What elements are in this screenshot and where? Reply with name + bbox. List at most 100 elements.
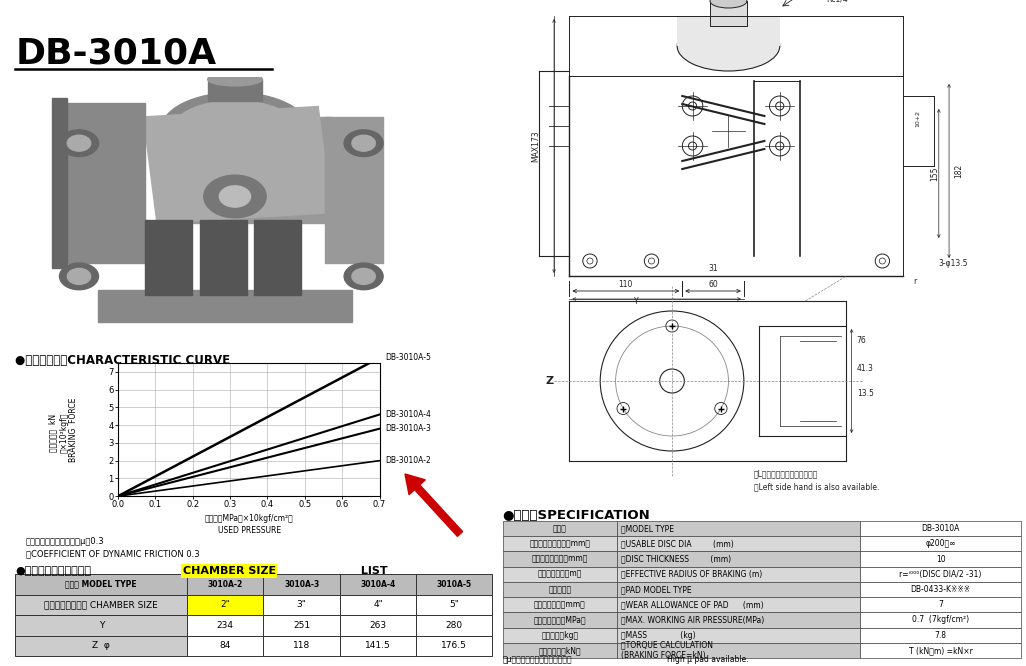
Text: ・EFFECTIVE RADIUS OF BRAKING (m): ・EFFECTIVE RADIUS OF BRAKING (m) <box>621 570 762 579</box>
Ellipse shape <box>161 93 309 167</box>
Bar <box>15 615 187 635</box>
Bar <box>860 627 1021 643</box>
Circle shape <box>68 268 90 284</box>
Text: 型　式 MODEL TYPE: 型 式 MODEL TYPE <box>66 580 137 589</box>
Bar <box>187 574 264 595</box>
Bar <box>417 615 492 635</box>
Bar <box>340 574 417 595</box>
Text: 高μパッドも準備しております。: 高μパッドも準備しております。 <box>503 655 573 664</box>
Text: φ200～∞: φ200～∞ <box>925 539 956 548</box>
Bar <box>617 612 860 627</box>
Text: r=ⁱ⁰⁰⁰(DISC DIA/2 -31): r=ⁱ⁰⁰⁰(DISC DIA/2 -31) <box>900 570 982 579</box>
Text: 3010A-4: 3010A-4 <box>360 580 396 589</box>
Bar <box>617 551 860 567</box>
Text: 176.5: 176.5 <box>441 641 467 650</box>
Text: DB-0433-K※※※: DB-0433-K※※※ <box>910 585 971 594</box>
Text: 3-φ13.5: 3-φ13.5 <box>939 259 969 268</box>
Bar <box>503 582 617 597</box>
Text: 84: 84 <box>220 641 231 650</box>
Ellipse shape <box>677 21 780 71</box>
Text: 3010A-5: 3010A-5 <box>437 580 472 589</box>
Text: DB-3010A-4: DB-3010A-4 <box>385 410 431 419</box>
Text: 最大エアー圧（MPa）: 最大エアー圧（MPa） <box>534 615 586 625</box>
Bar <box>340 635 417 656</box>
Text: 76: 76 <box>857 336 867 345</box>
Text: DB-3010A-5: DB-3010A-5 <box>385 353 431 362</box>
Circle shape <box>352 135 376 151</box>
Bar <box>503 536 617 551</box>
Ellipse shape <box>172 101 298 159</box>
Text: ・摩擦係数（動摩擦）　μ＝0.3: ・摩擦係数（動摩擦） μ＝0.3 <box>26 537 105 546</box>
Bar <box>503 521 617 536</box>
Text: 2": 2" <box>221 600 230 609</box>
Bar <box>15 595 187 615</box>
Bar <box>617 536 860 551</box>
Circle shape <box>68 135 90 151</box>
Text: 0.7  (7kgf/cm²): 0.7 (7kgf/cm²) <box>912 615 970 625</box>
Circle shape <box>60 130 98 157</box>
Text: 3010A-3: 3010A-3 <box>284 580 319 589</box>
Bar <box>340 615 417 635</box>
Text: 251: 251 <box>293 621 310 630</box>
Bar <box>187 635 264 656</box>
Text: ●特性カーブ・CHARACTERISTIC CURVE: ●特性カーブ・CHARACTERISTIC CURVE <box>15 354 231 368</box>
Bar <box>264 635 340 656</box>
Y-axis label: BRAKING  FORCE: BRAKING FORCE <box>69 398 78 462</box>
Text: DB-3010A: DB-3010A <box>921 524 959 533</box>
Bar <box>860 612 1021 627</box>
Text: ・MAX. WORKING AIR PRESSURE(MPa): ・MAX. WORKING AIR PRESSURE(MPa) <box>621 615 764 625</box>
Text: 7: 7 <box>938 600 943 609</box>
Text: ・PAD MODEL TYPE: ・PAD MODEL TYPE <box>621 585 692 594</box>
Bar <box>417 574 492 595</box>
Bar <box>617 521 860 536</box>
Bar <box>710 1 747 26</box>
Text: Z: Z <box>546 376 554 386</box>
Text: USED PRESSURE: USED PRESSURE <box>218 525 281 535</box>
Text: DB-3010A-3: DB-3010A-3 <box>385 424 431 433</box>
Bar <box>503 612 617 627</box>
Text: ●仕様・SPECIFICATION: ●仕様・SPECIFICATION <box>503 509 650 522</box>
Text: 使用圧力MPa（×10kgf/cm²）: 使用圧力MPa（×10kgf/cm²） <box>205 513 293 523</box>
Text: Y: Y <box>634 297 638 306</box>
FancyArrow shape <box>405 474 463 536</box>
Bar <box>860 643 1021 658</box>
Text: 60: 60 <box>708 280 718 289</box>
Text: チャンバーサイズ CHAMBER SIZE: チャンバーサイズ CHAMBER SIZE <box>44 600 158 609</box>
Circle shape <box>344 130 383 157</box>
Ellipse shape <box>207 73 263 86</box>
Bar <box>324 117 383 263</box>
Text: LIST: LIST <box>357 566 388 576</box>
Bar <box>503 627 617 643</box>
Bar <box>254 220 302 295</box>
Bar <box>503 643 617 658</box>
Bar <box>860 597 1021 612</box>
Text: 155: 155 <box>931 166 940 180</box>
Text: 10: 10 <box>936 555 945 563</box>
Bar <box>617 643 860 658</box>
Bar <box>503 551 617 567</box>
Text: 使用ディスク厚（mm）: 使用ディスク厚（mm） <box>531 555 588 563</box>
Text: 234: 234 <box>216 621 234 630</box>
Text: 7.8: 7.8 <box>935 631 947 639</box>
Text: 118: 118 <box>293 641 310 650</box>
Bar <box>264 574 340 595</box>
Text: パッド型式: パッド型式 <box>548 585 571 594</box>
Bar <box>200 220 246 295</box>
Bar <box>15 635 187 656</box>
Text: 10+2: 10+2 <box>916 110 920 127</box>
Text: トルク計算（kN）: トルク計算（kN） <box>539 646 581 655</box>
Text: ・Left side hand is also available.: ・Left side hand is also available. <box>754 482 879 491</box>
Bar <box>417 635 492 656</box>
Bar <box>340 595 417 615</box>
Bar <box>144 107 331 223</box>
Text: Y: Y <box>98 621 104 630</box>
Circle shape <box>204 175 266 218</box>
Text: 141.5: 141.5 <box>365 641 391 650</box>
Bar <box>860 536 1021 551</box>
Text: パッド摩耗代（mm）: パッド摩耗代（mm） <box>534 600 586 609</box>
Text: 4": 4" <box>373 600 383 609</box>
Text: 3010A-2: 3010A-2 <box>207 580 243 589</box>
Ellipse shape <box>710 0 747 8</box>
Text: 13.5: 13.5 <box>857 389 873 398</box>
Bar <box>264 595 340 615</box>
